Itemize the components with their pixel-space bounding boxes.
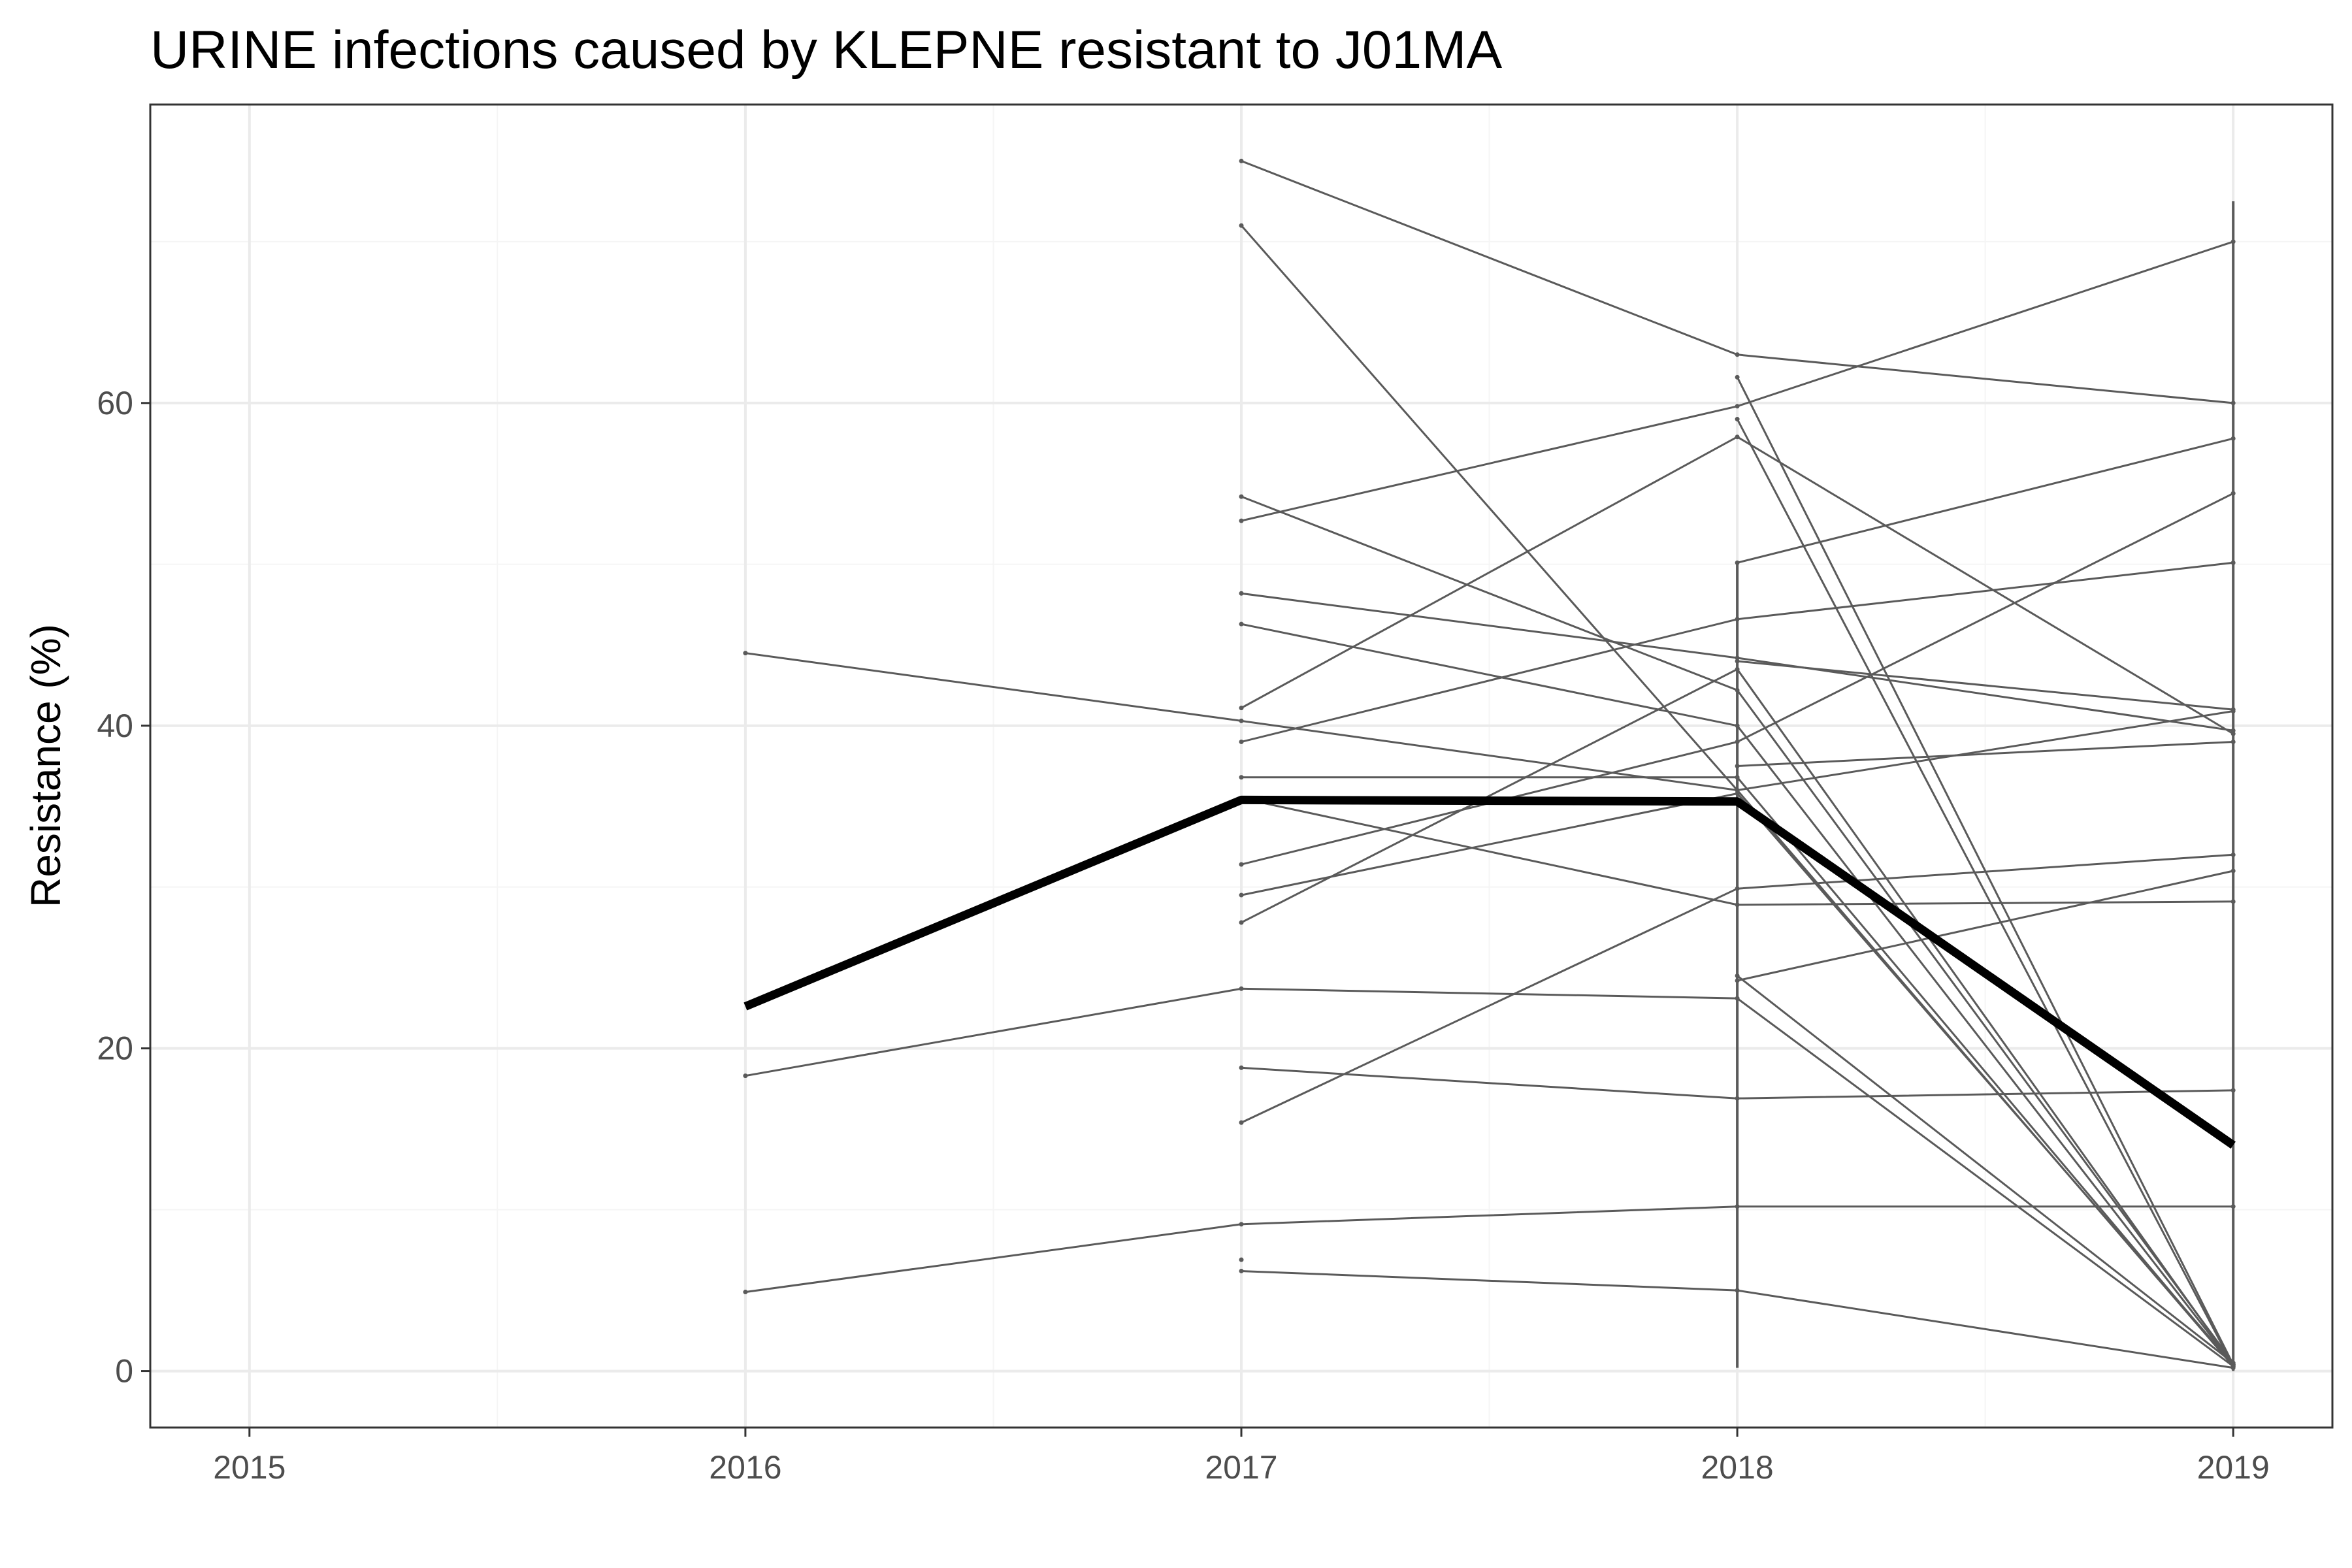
data-point bbox=[2230, 1088, 2236, 1093]
data-point bbox=[1239, 1120, 1244, 1125]
data-point bbox=[1735, 560, 1740, 565]
x-tick-label: 2015 bbox=[213, 1449, 286, 1486]
data-point bbox=[1239, 158, 1244, 163]
data-point bbox=[1735, 687, 1740, 693]
series-lines bbox=[743, 158, 2236, 1371]
data-point bbox=[1239, 920, 1244, 925]
data-point bbox=[2230, 436, 2236, 441]
series-line bbox=[745, 1205, 2234, 1294]
data-point bbox=[1735, 723, 1740, 728]
data-point bbox=[1239, 621, 1244, 627]
data-point bbox=[1735, 374, 1740, 380]
data-point bbox=[1735, 775, 1740, 780]
data-point bbox=[1239, 591, 1244, 596]
data-point bbox=[1735, 617, 1740, 622]
y-tick-label: 0 bbox=[115, 1353, 133, 1390]
chart-title: URINE infections caused by KLEPNE resist… bbox=[150, 20, 1502, 80]
major-gridlines bbox=[150, 105, 2332, 1428]
series-line bbox=[745, 987, 2234, 1367]
y-tick-label: 60 bbox=[97, 385, 133, 421]
data-point bbox=[2230, 899, 2236, 904]
summary-line bbox=[743, 795, 2236, 1149]
data-point bbox=[2230, 560, 2236, 565]
data-point bbox=[1735, 996, 1740, 1001]
data-point bbox=[1735, 659, 1740, 664]
summary-line-path bbox=[743, 795, 2236, 1149]
data-point bbox=[1239, 1065, 1244, 1070]
data-point bbox=[1239, 223, 1244, 228]
series-line bbox=[1737, 975, 2234, 1364]
data-point bbox=[2230, 852, 2236, 857]
data-point bbox=[1735, 666, 1740, 672]
data-point bbox=[1239, 706, 1244, 711]
data-point bbox=[1239, 892, 1244, 898]
data-point bbox=[1735, 434, 1740, 440]
data-point bbox=[2230, 868, 2236, 874]
data-point bbox=[743, 651, 748, 656]
y-tick-label: 40 bbox=[97, 708, 133, 744]
data-point bbox=[1735, 352, 1740, 357]
data-point bbox=[1735, 1096, 1740, 1101]
data-point bbox=[1735, 739, 1740, 744]
data-point bbox=[1239, 739, 1244, 744]
x-tick-label: 2018 bbox=[1701, 1449, 1773, 1486]
data-point bbox=[1735, 973, 1740, 979]
y-axis: 0 20 40 60 bbox=[97, 385, 150, 1390]
data-point bbox=[1239, 1222, 1244, 1227]
data-point bbox=[1239, 1268, 1244, 1273]
series-line bbox=[1736, 418, 2234, 1367]
data-point bbox=[1735, 417, 1740, 422]
x-tick-label: 2019 bbox=[2197, 1449, 2270, 1486]
data-point bbox=[1239, 718, 1244, 723]
data-point bbox=[1239, 518, 1244, 523]
series-line bbox=[1737, 660, 2234, 711]
y-axis-title: Resistance (%) bbox=[22, 624, 69, 907]
data-point bbox=[2230, 728, 2236, 733]
data-point bbox=[1735, 1204, 1740, 1209]
data-point bbox=[1735, 902, 1740, 907]
data-point bbox=[2230, 1360, 2236, 1365]
data-point bbox=[2230, 1364, 2236, 1369]
range-bars bbox=[1736, 201, 2235, 1371]
data-point bbox=[1735, 655, 1740, 661]
data-point bbox=[1735, 978, 1740, 983]
data-point bbox=[2230, 731, 2236, 736]
data-point bbox=[2230, 491, 2236, 496]
data-point bbox=[1735, 1288, 1740, 1293]
x-axis: 2015 2016 2017 2018 2019 bbox=[213, 1428, 2270, 1486]
x-tick-label: 2017 bbox=[1205, 1449, 1277, 1486]
data-point bbox=[2230, 739, 2236, 744]
data-point bbox=[1735, 404, 1740, 409]
y-tick-label: 20 bbox=[97, 1030, 133, 1067]
data-point bbox=[1735, 886, 1740, 891]
data-point bbox=[1239, 862, 1244, 867]
data-point bbox=[2230, 400, 2236, 406]
x-tick-label: 2016 bbox=[709, 1449, 781, 1486]
data-point bbox=[2230, 239, 2236, 244]
series-line bbox=[1737, 741, 2234, 767]
data-point bbox=[1735, 788, 1740, 793]
data-point bbox=[1239, 986, 1244, 991]
data-point bbox=[743, 1290, 748, 1295]
series-line bbox=[1737, 437, 2234, 564]
data-point bbox=[1239, 1257, 1244, 1262]
series-line bbox=[745, 652, 2234, 792]
data-point bbox=[2230, 707, 2236, 712]
series-line bbox=[1737, 870, 2234, 982]
data-point bbox=[1239, 494, 1244, 499]
data-point bbox=[1735, 791, 1740, 796]
data-point bbox=[743, 1073, 748, 1079]
data-point bbox=[2230, 1204, 2236, 1209]
data-point bbox=[1239, 775, 1244, 780]
data-point bbox=[1735, 764, 1740, 768]
